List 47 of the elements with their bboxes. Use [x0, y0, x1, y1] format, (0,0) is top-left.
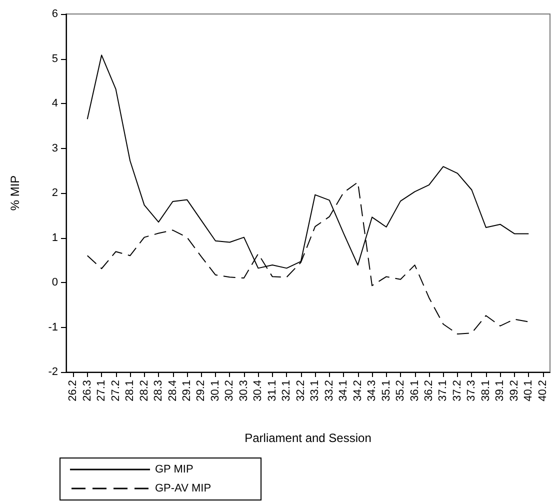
x-tick-label: 34.3 — [366, 380, 378, 402]
x-tick-label: 30.1 — [209, 380, 222, 402]
x-tick-label: 35.2 — [394, 380, 407, 402]
x-tick-label: 28.4 — [166, 380, 179, 402]
x-tick-label: 29.1 — [181, 380, 193, 402]
y-tick-label: 1 — [52, 232, 58, 244]
x-tick-label: 32.2 — [294, 380, 307, 402]
y-tick-label: -2 — [48, 366, 58, 378]
x-tick-label: 36.2 — [423, 380, 435, 402]
x-tick-label: 26.3 — [81, 380, 94, 402]
x-tick-label: 33.2 — [323, 380, 336, 402]
legend-label: GP MIP — [155, 464, 194, 476]
x-tick-label: 29.2 — [195, 380, 208, 402]
x-tick-label: 39.1 — [494, 380, 506, 402]
y-tick-label: 4 — [52, 98, 58, 110]
x-tick-label: 40.2 — [536, 380, 549, 402]
x-tick-label: 28.1 — [124, 380, 136, 402]
y-tick-label: 5 — [52, 52, 58, 65]
x-tick-label: 37.3 — [466, 380, 478, 402]
y-tick-label: -1 — [48, 321, 58, 334]
legend-label: GP-AV MIP — [155, 482, 212, 494]
x-tick-label: 40.1 — [522, 380, 535, 402]
y-tick-label: 0 — [52, 276, 58, 288]
y-tick-label: 6 — [52, 8, 58, 20]
x-tick-label: 37.1 — [437, 380, 450, 402]
x-axis-title: Parliament and Session — [244, 431, 372, 445]
x-tick-label: 28.2 — [138, 380, 150, 402]
x-tick-label: 38.1 — [480, 380, 492, 402]
x-tick-label: 32.1 — [280, 380, 293, 402]
x-tick-label: 30.3 — [238, 380, 250, 402]
x-tick-label: 36.1 — [408, 380, 421, 402]
x-tick-label: 33.1 — [309, 380, 322, 402]
x-tick-label: 26.2 — [67, 380, 80, 402]
x-tick-label: 27.1 — [96, 380, 108, 402]
y-axis-title: % MIP — [8, 175, 22, 211]
y-tick-label: 2 — [52, 187, 58, 199]
x-tick-label: 28.3 — [152, 380, 165, 402]
x-tick-label: 31.1 — [266, 380, 278, 402]
x-tick-label: 34.2 — [352, 380, 364, 402]
x-tick-label: 35.1 — [380, 380, 392, 402]
x-tick-label: 27.2 — [110, 380, 122, 402]
x-tick-label: 37.2 — [451, 380, 464, 402]
x-tick-label: 34.1 — [338, 380, 350, 402]
x-tick-label: 30.4 — [252, 380, 264, 402]
y-tick-label: 3 — [52, 142, 58, 154]
x-tick-label: 39.2 — [508, 380, 520, 402]
x-tick-label: 30.2 — [224, 380, 236, 402]
